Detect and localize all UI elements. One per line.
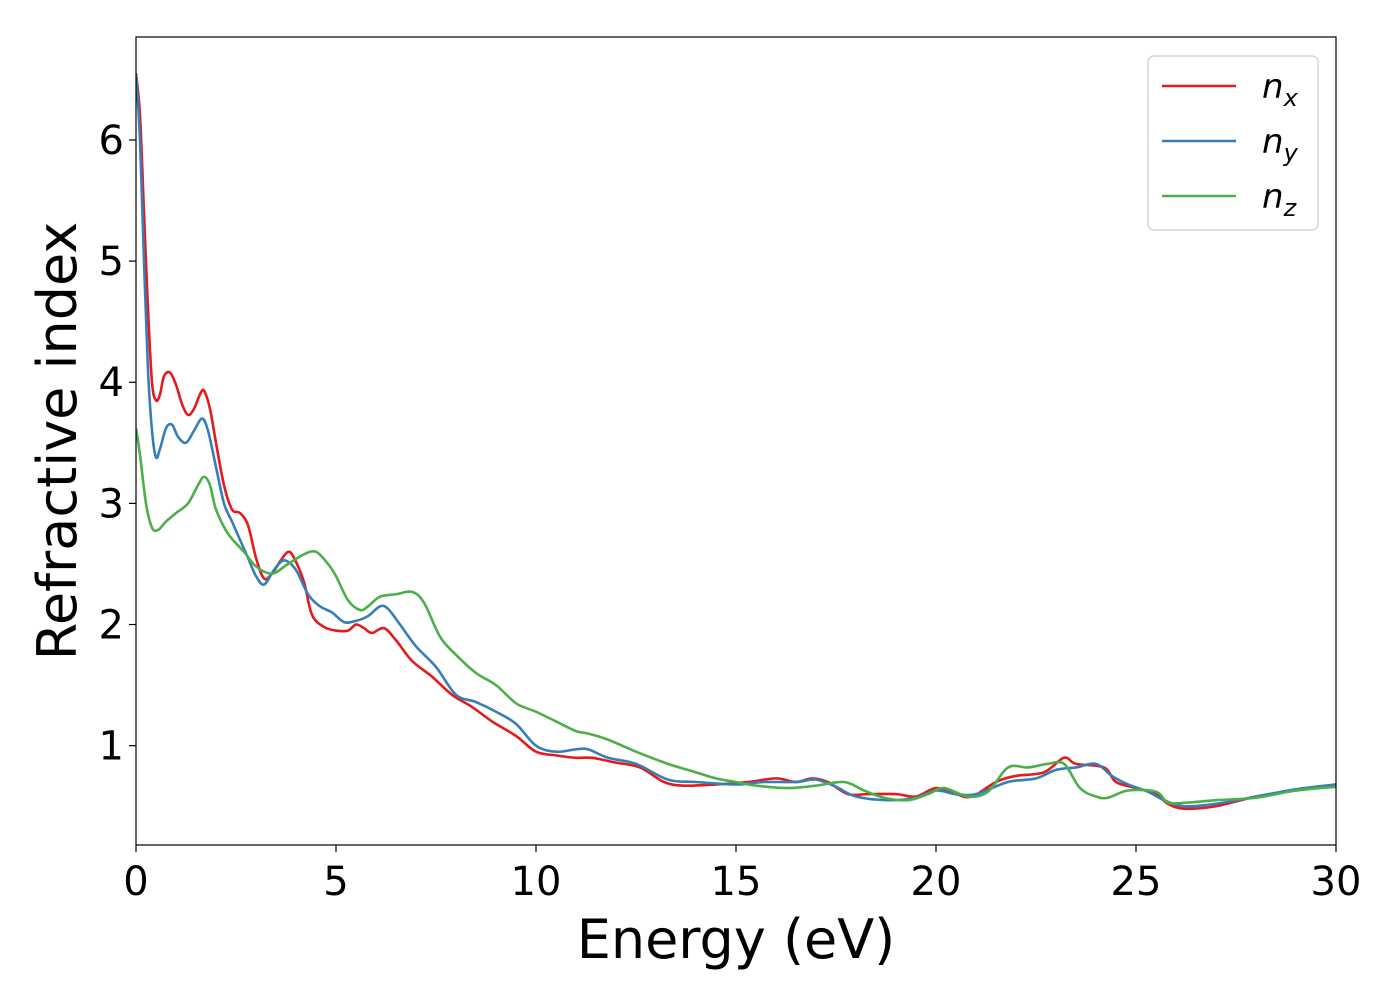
y-tick-label: 5: [99, 239, 124, 285]
legend: nx ny nz: [1147, 55, 1319, 231]
y-axis-title: Refractive index: [26, 222, 89, 661]
y-axis: 1 2 3 4 5 6: [99, 118, 136, 770]
x-tick-label: 0: [123, 859, 148, 905]
x-tick-label: 30: [1311, 859, 1362, 905]
x-tick-label: 20: [911, 859, 962, 905]
x-axis-title: Energy (eV): [577, 908, 896, 971]
x-tick-label: 10: [511, 859, 562, 905]
legend-label: ny: [1262, 122, 1299, 167]
series-line-nz: [136, 428, 1336, 805]
legend-label: nx: [1262, 67, 1299, 112]
y-tick-label: 1: [99, 724, 124, 770]
legend-box: [1147, 55, 1319, 231]
y-tick-label: 2: [99, 603, 124, 649]
series-layer: [136, 73, 1336, 811]
x-tick-label: 25: [1111, 859, 1162, 905]
y-tick-label: 4: [99, 360, 124, 406]
legend-label: nz: [1262, 177, 1298, 222]
x-axis: 0 5 10 15 20 25 30: [123, 845, 1361, 905]
series-line-ny: [136, 73, 1336, 808]
series-line-nx: [136, 73, 1336, 811]
y-tick-label: 6: [99, 118, 124, 164]
x-tick-label: 5: [323, 859, 348, 905]
y-tick-label: 3: [99, 481, 124, 527]
x-tick-label: 15: [711, 859, 762, 905]
